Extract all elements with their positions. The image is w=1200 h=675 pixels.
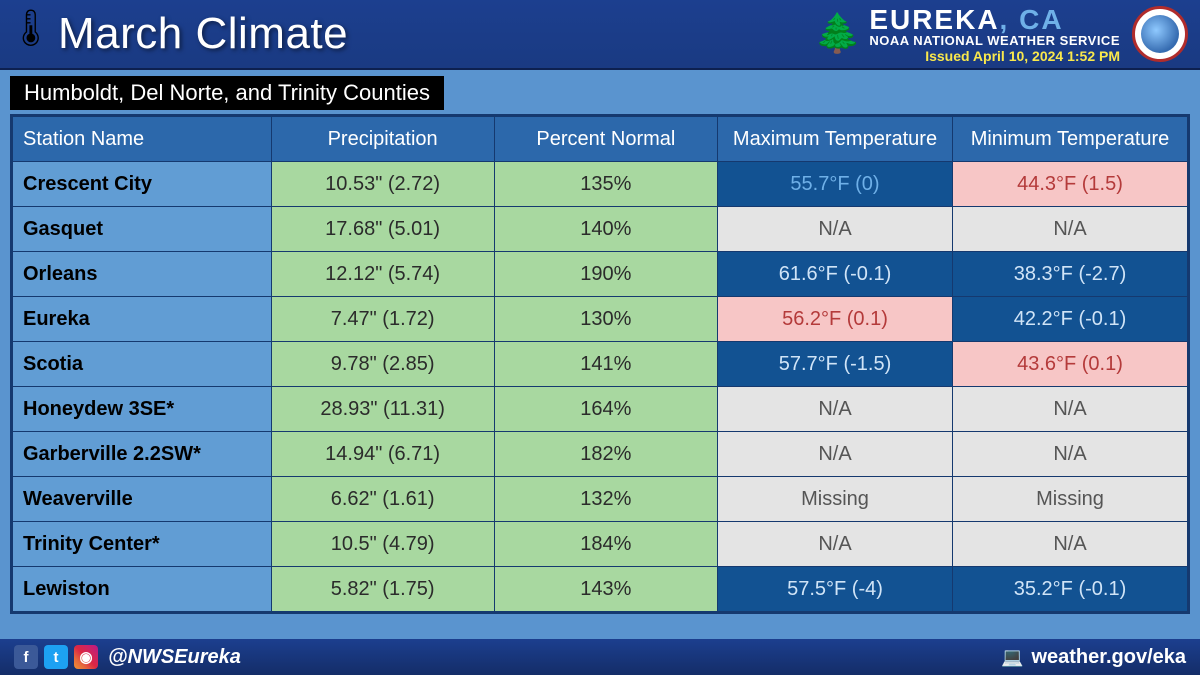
header-text-block: EUREKA, CA NOAA NATIONAL WEATHER SERVICE…	[869, 6, 1120, 63]
pct-cell: 182%	[494, 432, 717, 477]
max-cell: 61.6°F (-0.1)	[718, 252, 953, 297]
col-max: Maximum Temperature	[718, 117, 953, 162]
table-row: Orleans12.12" (5.74)190%61.6°F (-0.1)38.…	[13, 252, 1188, 297]
subheading: Humboldt, Del Norte, and Trinity Countie…	[10, 76, 444, 110]
pct-cell: 135%	[494, 162, 717, 207]
pct-cell: 190%	[494, 252, 717, 297]
station-cell: Orleans	[13, 252, 272, 297]
min-cell: 43.6°F (0.1)	[953, 342, 1188, 387]
min-cell: N/A	[953, 207, 1188, 252]
tree-icon: 🌲	[814, 15, 861, 53]
min-cell: N/A	[953, 432, 1188, 477]
min-cell: N/A	[953, 387, 1188, 432]
table-row: Scotia9.78" (2.85)141%57.7°F (-1.5)43.6°…	[13, 342, 1188, 387]
table-row: Gasquet17.68" (5.01)140%N/AN/A	[13, 207, 1188, 252]
social-handle: @NWSEureka	[108, 646, 241, 669]
station-cell: Gasquet	[13, 207, 272, 252]
precip-cell: 10.53" (2.72)	[271, 162, 494, 207]
precip-cell: 5.82" (1.75)	[271, 567, 494, 612]
pct-cell: 164%	[494, 387, 717, 432]
col-pct: Percent Normal	[494, 117, 717, 162]
footer-url: weather.gov/eka	[1031, 646, 1186, 669]
min-cell: 42.2°F (-0.1)	[953, 297, 1188, 342]
table-row: Honeydew 3SE*28.93" (11.31)164%N/AN/A	[13, 387, 1188, 432]
pct-cell: 143%	[494, 567, 717, 612]
max-cell: N/A	[718, 432, 953, 477]
table-row: Eureka7.47" (1.72)130%56.2°F (0.1)42.2°F…	[13, 297, 1188, 342]
climate-table: Station Name Precipitation Percent Norma…	[12, 116, 1188, 612]
station-cell: Garberville 2.2SW*	[13, 432, 272, 477]
table-row: Lewiston5.82" (1.75)143%57.5°F (-4)35.2°…	[13, 567, 1188, 612]
station-cell: Weaverville	[13, 477, 272, 522]
climate-table-wrap: Station Name Precipitation Percent Norma…	[10, 114, 1190, 614]
social-icons: f t ◉	[14, 645, 98, 669]
precip-cell: 17.68" (5.01)	[271, 207, 494, 252]
station-cell: Crescent City	[13, 162, 272, 207]
col-precip: Precipitation	[271, 117, 494, 162]
footer-right: 💻 weather.gov/eka	[1001, 646, 1186, 669]
table-header-row: Station Name Precipitation Percent Norma…	[13, 117, 1188, 162]
header-left: March Climate	[12, 9, 348, 59]
laptop-icon: 💻	[1001, 647, 1023, 668]
station-cell: Lewiston	[13, 567, 272, 612]
precip-cell: 10.5" (4.79)	[271, 522, 494, 567]
min-cell: 38.3°F (-2.7)	[953, 252, 1188, 297]
precip-cell: 7.47" (1.72)	[271, 297, 494, 342]
precip-cell: 9.78" (2.85)	[271, 342, 494, 387]
pct-cell: 140%	[494, 207, 717, 252]
precip-cell: 14.94" (6.71)	[271, 432, 494, 477]
precip-cell: 12.12" (5.74)	[271, 252, 494, 297]
footer-left: f t ◉ @NWSEureka	[14, 645, 241, 669]
page-title: March Climate	[58, 9, 348, 59]
table-row: Trinity Center*10.5" (4.79)184%N/AN/A	[13, 522, 1188, 567]
min-cell: Missing	[953, 477, 1188, 522]
station-cell: Trinity Center*	[13, 522, 272, 567]
max-cell: 57.5°F (-4)	[718, 567, 953, 612]
col-station: Station Name	[13, 117, 272, 162]
thermometer-icon	[12, 9, 46, 59]
twitter-icon[interactable]: t	[44, 645, 68, 669]
precip-cell: 6.62" (1.61)	[271, 477, 494, 522]
max-cell: N/A	[718, 387, 953, 432]
precip-cell: 28.93" (11.31)	[271, 387, 494, 432]
header-right: 🌲 EUREKA, CA NOAA NATIONAL WEATHER SERVI…	[814, 6, 1188, 63]
agency-name: NOAA NATIONAL WEATHER SERVICE	[869, 34, 1120, 47]
table-row: Weaverville6.62" (1.61)132%MissingMissin…	[13, 477, 1188, 522]
max-cell: N/A	[718, 522, 953, 567]
facebook-icon[interactable]: f	[14, 645, 38, 669]
col-min: Minimum Temperature	[953, 117, 1188, 162]
max-cell: 56.2°F (0.1)	[718, 297, 953, 342]
header-bar: March Climate 🌲 EUREKA, CA NOAA NATIONAL…	[0, 0, 1200, 70]
city-name: EUREKA	[869, 4, 999, 35]
min-cell: 44.3°F (1.5)	[953, 162, 1188, 207]
state-name: , CA	[1000, 4, 1064, 35]
footer-bar: f t ◉ @NWSEureka 💻 weather.gov/eka	[0, 639, 1200, 675]
max-cell: N/A	[718, 207, 953, 252]
nws-seal-icon	[1132, 6, 1188, 62]
min-cell: N/A	[953, 522, 1188, 567]
max-cell: 57.7°F (-1.5)	[718, 342, 953, 387]
station-cell: Scotia	[13, 342, 272, 387]
pct-cell: 141%	[494, 342, 717, 387]
max-cell: Missing	[718, 477, 953, 522]
max-cell: 55.7°F (0)	[718, 162, 953, 207]
table-row: Crescent City10.53" (2.72)135%55.7°F (0)…	[13, 162, 1188, 207]
header-city: EUREKA, CA	[869, 6, 1120, 34]
table-body: Crescent City10.53" (2.72)135%55.7°F (0)…	[13, 162, 1188, 612]
pct-cell: 130%	[494, 297, 717, 342]
issued-date: Issued April 10, 2024 1:52 PM	[869, 49, 1120, 63]
min-cell: 35.2°F (-0.1)	[953, 567, 1188, 612]
pct-cell: 184%	[494, 522, 717, 567]
station-cell: Honeydew 3SE*	[13, 387, 272, 432]
pct-cell: 132%	[494, 477, 717, 522]
station-cell: Eureka	[13, 297, 272, 342]
instagram-icon[interactable]: ◉	[74, 645, 98, 669]
table-row: Garberville 2.2SW*14.94" (6.71)182%N/AN/…	[13, 432, 1188, 477]
